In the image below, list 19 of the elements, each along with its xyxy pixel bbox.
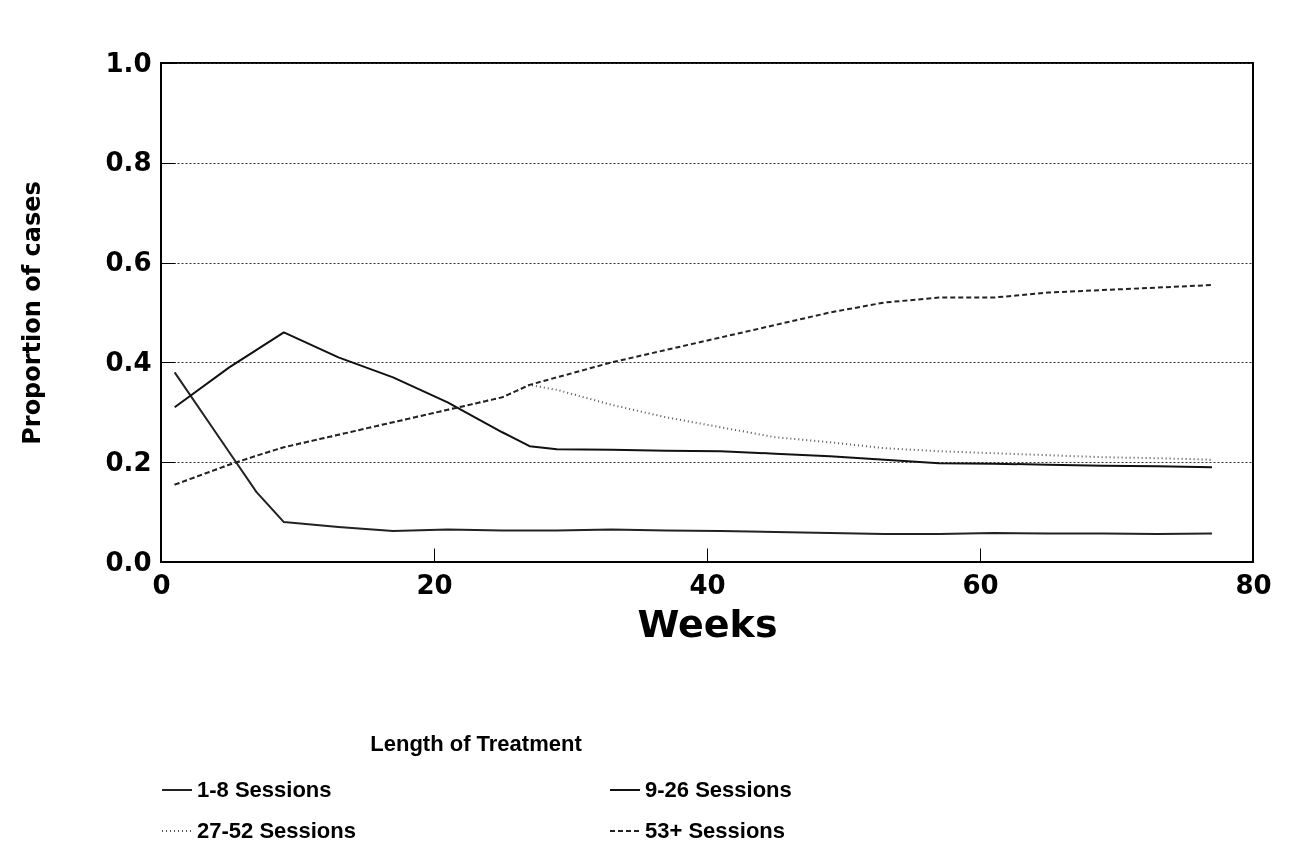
x-tick-label: 80 (1235, 569, 1272, 600)
y-axis-title: Proportion of cases (18, 181, 47, 445)
y-tick-label: 0.6 (105, 247, 152, 278)
legend-label: 1-8 Sessions (197, 777, 332, 802)
x-axis-title: Weeks (637, 601, 778, 646)
x-tick-label: 40 (689, 569, 726, 600)
y-tick-label: 0.4 (105, 346, 152, 377)
legend-title: Length of Treatment (370, 731, 583, 756)
legend-label: 9-26 Sessions (645, 777, 792, 802)
x-tick-label: 60 (962, 569, 999, 600)
y-tick-label: 0.8 (105, 147, 152, 178)
legend-label: 53+ Sessions (645, 818, 786, 843)
y-tick-label: 0.0 (105, 546, 152, 577)
line-series (173, 331, 1214, 469)
y-tick-label: 1.0 (105, 47, 152, 78)
x-tick-label: 20 (416, 569, 453, 600)
legend-label: 27-52 Sessions (197, 818, 356, 843)
y-tick-label: 0.2 (105, 446, 152, 477)
x-tick-label: 0 (152, 569, 171, 600)
